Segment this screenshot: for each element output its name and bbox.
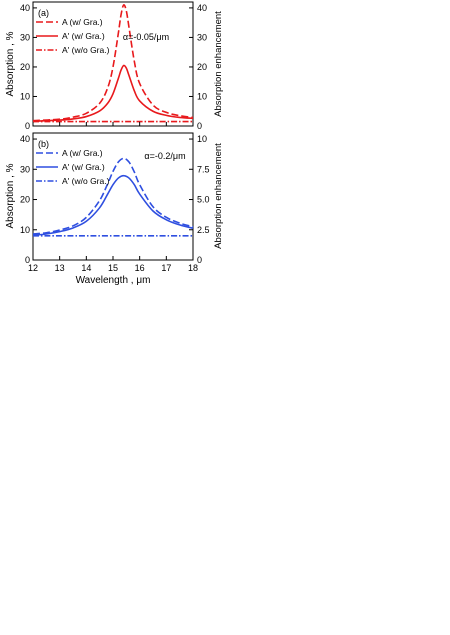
- right-y-tick-label: 0: [197, 255, 202, 265]
- panel-label-b: (b): [38, 139, 49, 149]
- right-y-tick-label: 40: [197, 3, 207, 13]
- right-y-tick-label: 10: [197, 134, 207, 144]
- right-y-tick-label: 10: [197, 92, 207, 102]
- ylabel-a: Absorption , %: [5, 31, 16, 96]
- y-tick-label: 20: [20, 195, 30, 205]
- y-tick-label: 20: [20, 62, 30, 72]
- legend-label: A' (w/ Gra.): [62, 162, 105, 172]
- annotation-a: α=-0.05/μm: [123, 32, 169, 42]
- x-tick-label: 15: [108, 263, 118, 273]
- annotation-b: α=-0.2/μm: [144, 151, 185, 161]
- legend-label: A' (w/ Gra.): [62, 31, 105, 41]
- ticks-a: 0 10 20 30 40 0 10 20 30 40: [20, 3, 207, 131]
- legend-label: A' (w/o Gra.): [62, 45, 110, 55]
- legend-label: A (w/ Gra.): [62, 17, 103, 27]
- series-line-a-1: [32, 4, 194, 122]
- series-line-b-1: [32, 157, 194, 235]
- x-tick-label: 13: [55, 263, 65, 273]
- x-tick-label: 18: [188, 263, 198, 273]
- ylabel-b: Absorption , %: [5, 163, 16, 228]
- legend-a: A (w/ Gra.) A' (w/ Gra.) A' (w/o Gra.): [36, 17, 110, 55]
- legend-label: A' (w/o Gra.): [62, 176, 110, 186]
- y-tick-label: 0: [25, 121, 30, 131]
- x-tick-label: 14: [81, 263, 91, 273]
- panel-a: 0 10 20 30 40 0 10 20 30 40 (a) α=-0.05/μm A (w/ …: [5, 1, 224, 131]
- series-line-a-2: [32, 64, 194, 123]
- series-line-b-2: [32, 174, 194, 236]
- curves-b: [32, 157, 194, 237]
- y-tick-label: 40: [20, 3, 30, 13]
- x-tick-label: 16: [135, 263, 145, 273]
- right-y-tick-label: 20: [197, 62, 207, 72]
- y-tick-label: 10: [20, 225, 30, 235]
- ticks-b: 0 10 20 30 40 0 2.5 5.0 7.5 10 12 13 14 15 16 17 18: [20, 134, 210, 273]
- curves-a: [32, 4, 194, 123]
- xlabel: Wavelength , μm: [76, 275, 151, 286]
- y-tick-label: 0: [25, 255, 30, 265]
- y-tick-label: 30: [20, 164, 30, 174]
- right-y-tick-label: 0: [197, 121, 202, 131]
- legend-label: A (w/ Gra.): [62, 148, 103, 158]
- right-ylabel-a: Absorption enhancement: [213, 11, 224, 117]
- right-y-tick-label: 2.5: [197, 225, 210, 235]
- right-ylabel-b: Absorption enhancement: [213, 143, 224, 249]
- y-tick-label: 30: [20, 33, 30, 43]
- right-y-tick-label: 5.0: [197, 195, 210, 205]
- panel-label-a: (a): [38, 8, 49, 18]
- x-tick-label: 17: [161, 263, 171, 273]
- x-tick-label: 12: [28, 263, 38, 273]
- right-y-tick-label: 30: [197, 33, 207, 43]
- right-y-tick-label: 7.5: [197, 164, 210, 174]
- y-tick-label: 40: [20, 134, 30, 144]
- y-tick-label: 10: [20, 92, 30, 102]
- legend-b: A (w/ Gra.) A' (w/ Gra.) A' (w/o Gra.): [36, 148, 110, 186]
